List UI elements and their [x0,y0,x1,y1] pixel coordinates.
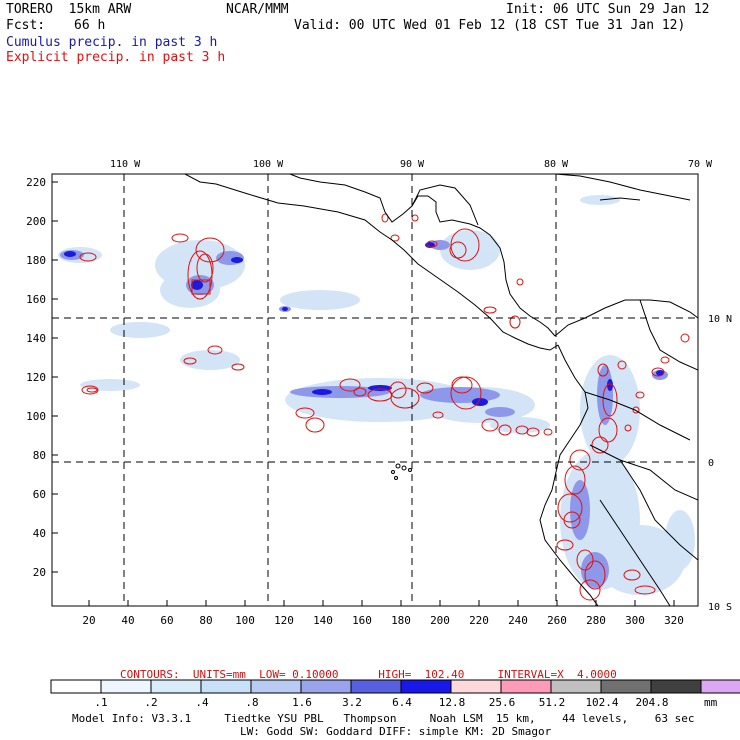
colorbar-swatch [700,679,740,694]
colorbar-label: 6.4 [392,696,412,709]
colorbar-swatch [100,679,152,694]
legend-cumulus: Cumulus precip. in past 3 h [6,35,218,50]
x-tick: 200 [430,614,450,627]
colorbar-swatch [450,679,502,694]
x-tick: 100 [235,614,255,627]
lat-label-10n: 10 N [708,314,732,325]
lon-label-100w: 100 W [253,159,284,170]
contours-info: CONTOURS: UNITS=mm LOW= 0.10000 HIGH= 10… [120,668,617,681]
physics-info: LW: Godd SW: Goddard DIFF: simple KM: 2D… [240,725,552,738]
forecast-label: Fcst: [6,18,46,33]
model-title: TORERO 15km ARW [6,2,132,17]
precip-field [52,174,698,606]
y-tick: 100 [26,410,46,423]
x-tick: 280 [586,614,606,627]
org-label: NCAR/MMM [226,2,289,17]
colorbar-swatch [300,679,352,694]
lon-label-110w: 110 W [110,159,141,170]
lat-label-10s: 10 S [708,602,732,613]
y-tick: 200 [26,215,46,228]
x-tick: 180 [391,614,411,627]
x-tick: 220 [469,614,489,627]
colorbar-swatch [150,679,202,694]
colorbar-swatch [400,679,452,694]
colorbar-label: 51.2 [539,696,566,709]
colorbar-label: 25.6 [489,696,516,709]
y-tick: 140 [26,332,46,345]
y-tick: 40 [33,527,46,540]
colorbar-swatch [250,679,302,694]
lon-label-80w: 80 W [544,159,569,170]
colorbar-swatch [600,679,652,694]
lon-label-90w: 90 W [400,159,425,170]
colorbar-swatch [500,679,552,694]
y-tick: 160 [26,293,46,306]
x-tick: 80 [199,614,212,627]
colorbar-swatch [650,679,702,694]
x-tick: 240 [508,614,528,627]
colorbar-unit: mm [704,696,718,709]
forecast-hours: 66 h [74,18,106,33]
x-tick: 320 [664,614,684,627]
colorbar-label: 12.8 [439,696,466,709]
y-tick: 180 [26,254,46,267]
x-tick: 20 [82,614,95,627]
colorbar-label: 102.4 [585,696,618,709]
y-tick: 120 [26,371,46,384]
y-tick: 20 [33,566,46,579]
y-tick: 60 [33,488,46,501]
y-tick: 80 [33,449,46,462]
colorbar-label: 1.6 [292,696,312,709]
y-tick: 220 [26,176,46,189]
colorbar-label: .4 [195,696,209,709]
legend-explicit: Explicit precip. in past 3 h [6,50,226,65]
x-tick: 140 [313,614,333,627]
x-tick: 120 [274,614,294,627]
colorbar-swatch [550,679,602,694]
lat-label-0: 0 [708,458,714,469]
colorbar-label: .1 [94,696,107,709]
valid-time: Valid: 00 UTC Wed 01 Feb 12 (18 CST Tue … [294,18,686,33]
colorbar-label: .8 [245,696,258,709]
colorbar-label: 3.2 [342,696,362,709]
colorbar-swatch [350,679,402,694]
colorbar-label: .2 [144,696,157,709]
x-tick: 60 [160,614,173,627]
model-info: Model Info: V3.3.1 Tiedtke YSU PBL Thomp… [72,712,695,725]
colorbar-swatch [50,679,102,694]
colorbar-label: 204.8 [635,696,668,709]
x-tick: 160 [352,614,372,627]
init-time: Init: 06 UTC Sun 29 Jan 12 [506,2,710,17]
colorbar-swatch [200,679,252,694]
x-tick: 260 [547,614,567,627]
lon-label-70w: 70 W [688,159,713,170]
x-tick: 40 [121,614,134,627]
colorbar [50,679,740,694]
x-tick: 300 [625,614,645,627]
